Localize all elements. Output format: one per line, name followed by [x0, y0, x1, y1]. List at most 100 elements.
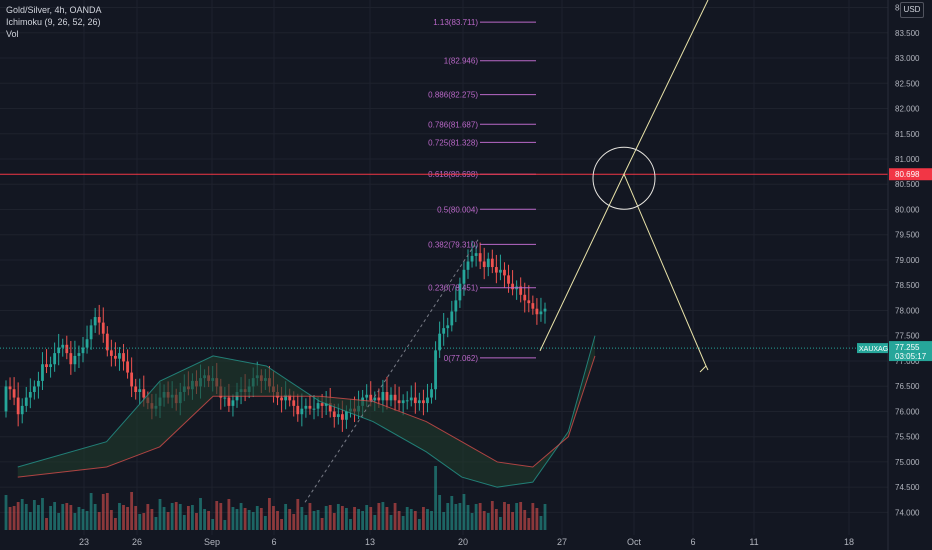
volume-bar: [308, 503, 312, 530]
candle-body: [478, 253, 482, 262]
candle-body: [296, 405, 300, 415]
candle-body: [385, 392, 389, 401]
candle-body: [37, 380, 40, 387]
fib-level-label: 0(77.062): [444, 354, 479, 363]
volume-bar: [300, 507, 304, 530]
volume-bar: [154, 517, 158, 530]
price-tick-label: 82.500: [895, 79, 920, 88]
currency-button[interactable]: USD: [900, 2, 924, 18]
price-tick-label: 83.000: [895, 54, 920, 63]
volume-bar: [486, 513, 490, 530]
price-tick-label: 81.000: [895, 155, 920, 164]
fib-trend-dashed-line: [304, 239, 479, 503]
volume-bar: [118, 503, 121, 530]
senkou-span-b: [17, 355, 596, 478]
candle-body: [458, 283, 462, 301]
volume-bar: [81, 509, 85, 530]
time-tick-label: 27: [557, 537, 567, 547]
symbol-tag-text: XAUXAG: [859, 346, 888, 353]
projection-path: [539, 172, 707, 367]
level-price-text: 80.698: [895, 170, 920, 179]
candle-body: [316, 403, 320, 409]
volume-bar: [373, 515, 377, 530]
volume-bar: [20, 499, 24, 530]
candle-body: [466, 261, 470, 270]
volume-bar: [61, 504, 65, 530]
candle-body: [77, 353, 81, 356]
time-tick-label: 13: [365, 537, 375, 547]
volume-bar: [474, 504, 478, 530]
volume-bar: [316, 510, 320, 530]
candle-body: [288, 394, 292, 401]
candle-body: [499, 269, 502, 273]
volume-bar: [292, 514, 296, 530]
volume-bar: [340, 506, 344, 530]
volume-bar: [97, 512, 101, 530]
volume-bar: [365, 505, 369, 530]
volume-bar: [539, 516, 543, 530]
volume-bar: [207, 511, 211, 530]
candle-body: [320, 403, 324, 406]
volume-bar: [85, 511, 89, 530]
volume-bar: [53, 502, 57, 530]
volume-bar: [280, 519, 283, 530]
volume-bar: [211, 519, 215, 530]
price-tick-label: 75.000: [895, 458, 920, 467]
volume-bar: [320, 518, 324, 530]
volume-bar: [507, 504, 510, 530]
volume-bar: [37, 505, 40, 530]
candle-body: [336, 414, 340, 417]
candle-body: [523, 294, 527, 301]
candle-body: [32, 386, 36, 393]
candle-body: [28, 392, 32, 398]
candle-body: [446, 325, 450, 329]
candle-body: [422, 400, 425, 404]
volume-bar: [142, 513, 146, 530]
volume-bar: [89, 493, 93, 530]
volume-bar: [199, 498, 202, 530]
volume-bar: [174, 502, 178, 530]
volume-bar: [259, 508, 263, 530]
candle-body: [105, 333, 109, 351]
time-tick-label: 23: [79, 537, 89, 547]
volume-bar: [191, 505, 194, 530]
price-axis-bg: [888, 0, 932, 550]
candle-body: [442, 328, 446, 334]
volume-bar: [393, 503, 397, 530]
candle-body: [122, 353, 125, 362]
volume-bar: [166, 512, 170, 530]
volume-bar: [519, 502, 523, 530]
candle-body: [539, 311, 543, 315]
volume-bar: [478, 503, 482, 530]
candle-body: [142, 389, 146, 398]
volume-bar: [422, 507, 425, 530]
candle-body: [57, 347, 61, 354]
volume-bar: [109, 510, 113, 530]
candle-body: [49, 364, 52, 368]
price-tick-label: 83.500: [895, 29, 920, 38]
candle-body: [519, 286, 523, 295]
volume-bar: [223, 520, 227, 530]
price-tick-label: 80.500: [895, 180, 920, 189]
time-tick-label: 20: [458, 537, 468, 547]
volume-bar: [268, 498, 271, 530]
candle-body: [101, 322, 105, 334]
volume-bar: [377, 503, 381, 530]
volume-bar: [158, 499, 162, 530]
candle-body: [332, 411, 336, 417]
volume-bar: [12, 506, 16, 530]
candle-body: [401, 400, 405, 404]
fib-level-label: 0.725(81.328): [428, 138, 478, 147]
candle-body: [511, 283, 514, 290]
candle-body: [81, 347, 85, 354]
volume-bar: [296, 499, 300, 530]
volume-bar: [114, 518, 117, 530]
candle-body: [389, 394, 393, 401]
volume-bar: [276, 511, 279, 530]
volume-bar: [503, 502, 506, 530]
volume-bar: [442, 512, 446, 530]
candle-body: [53, 353, 57, 365]
candle-body: [324, 403, 328, 406]
volume-bar: [511, 512, 514, 530]
